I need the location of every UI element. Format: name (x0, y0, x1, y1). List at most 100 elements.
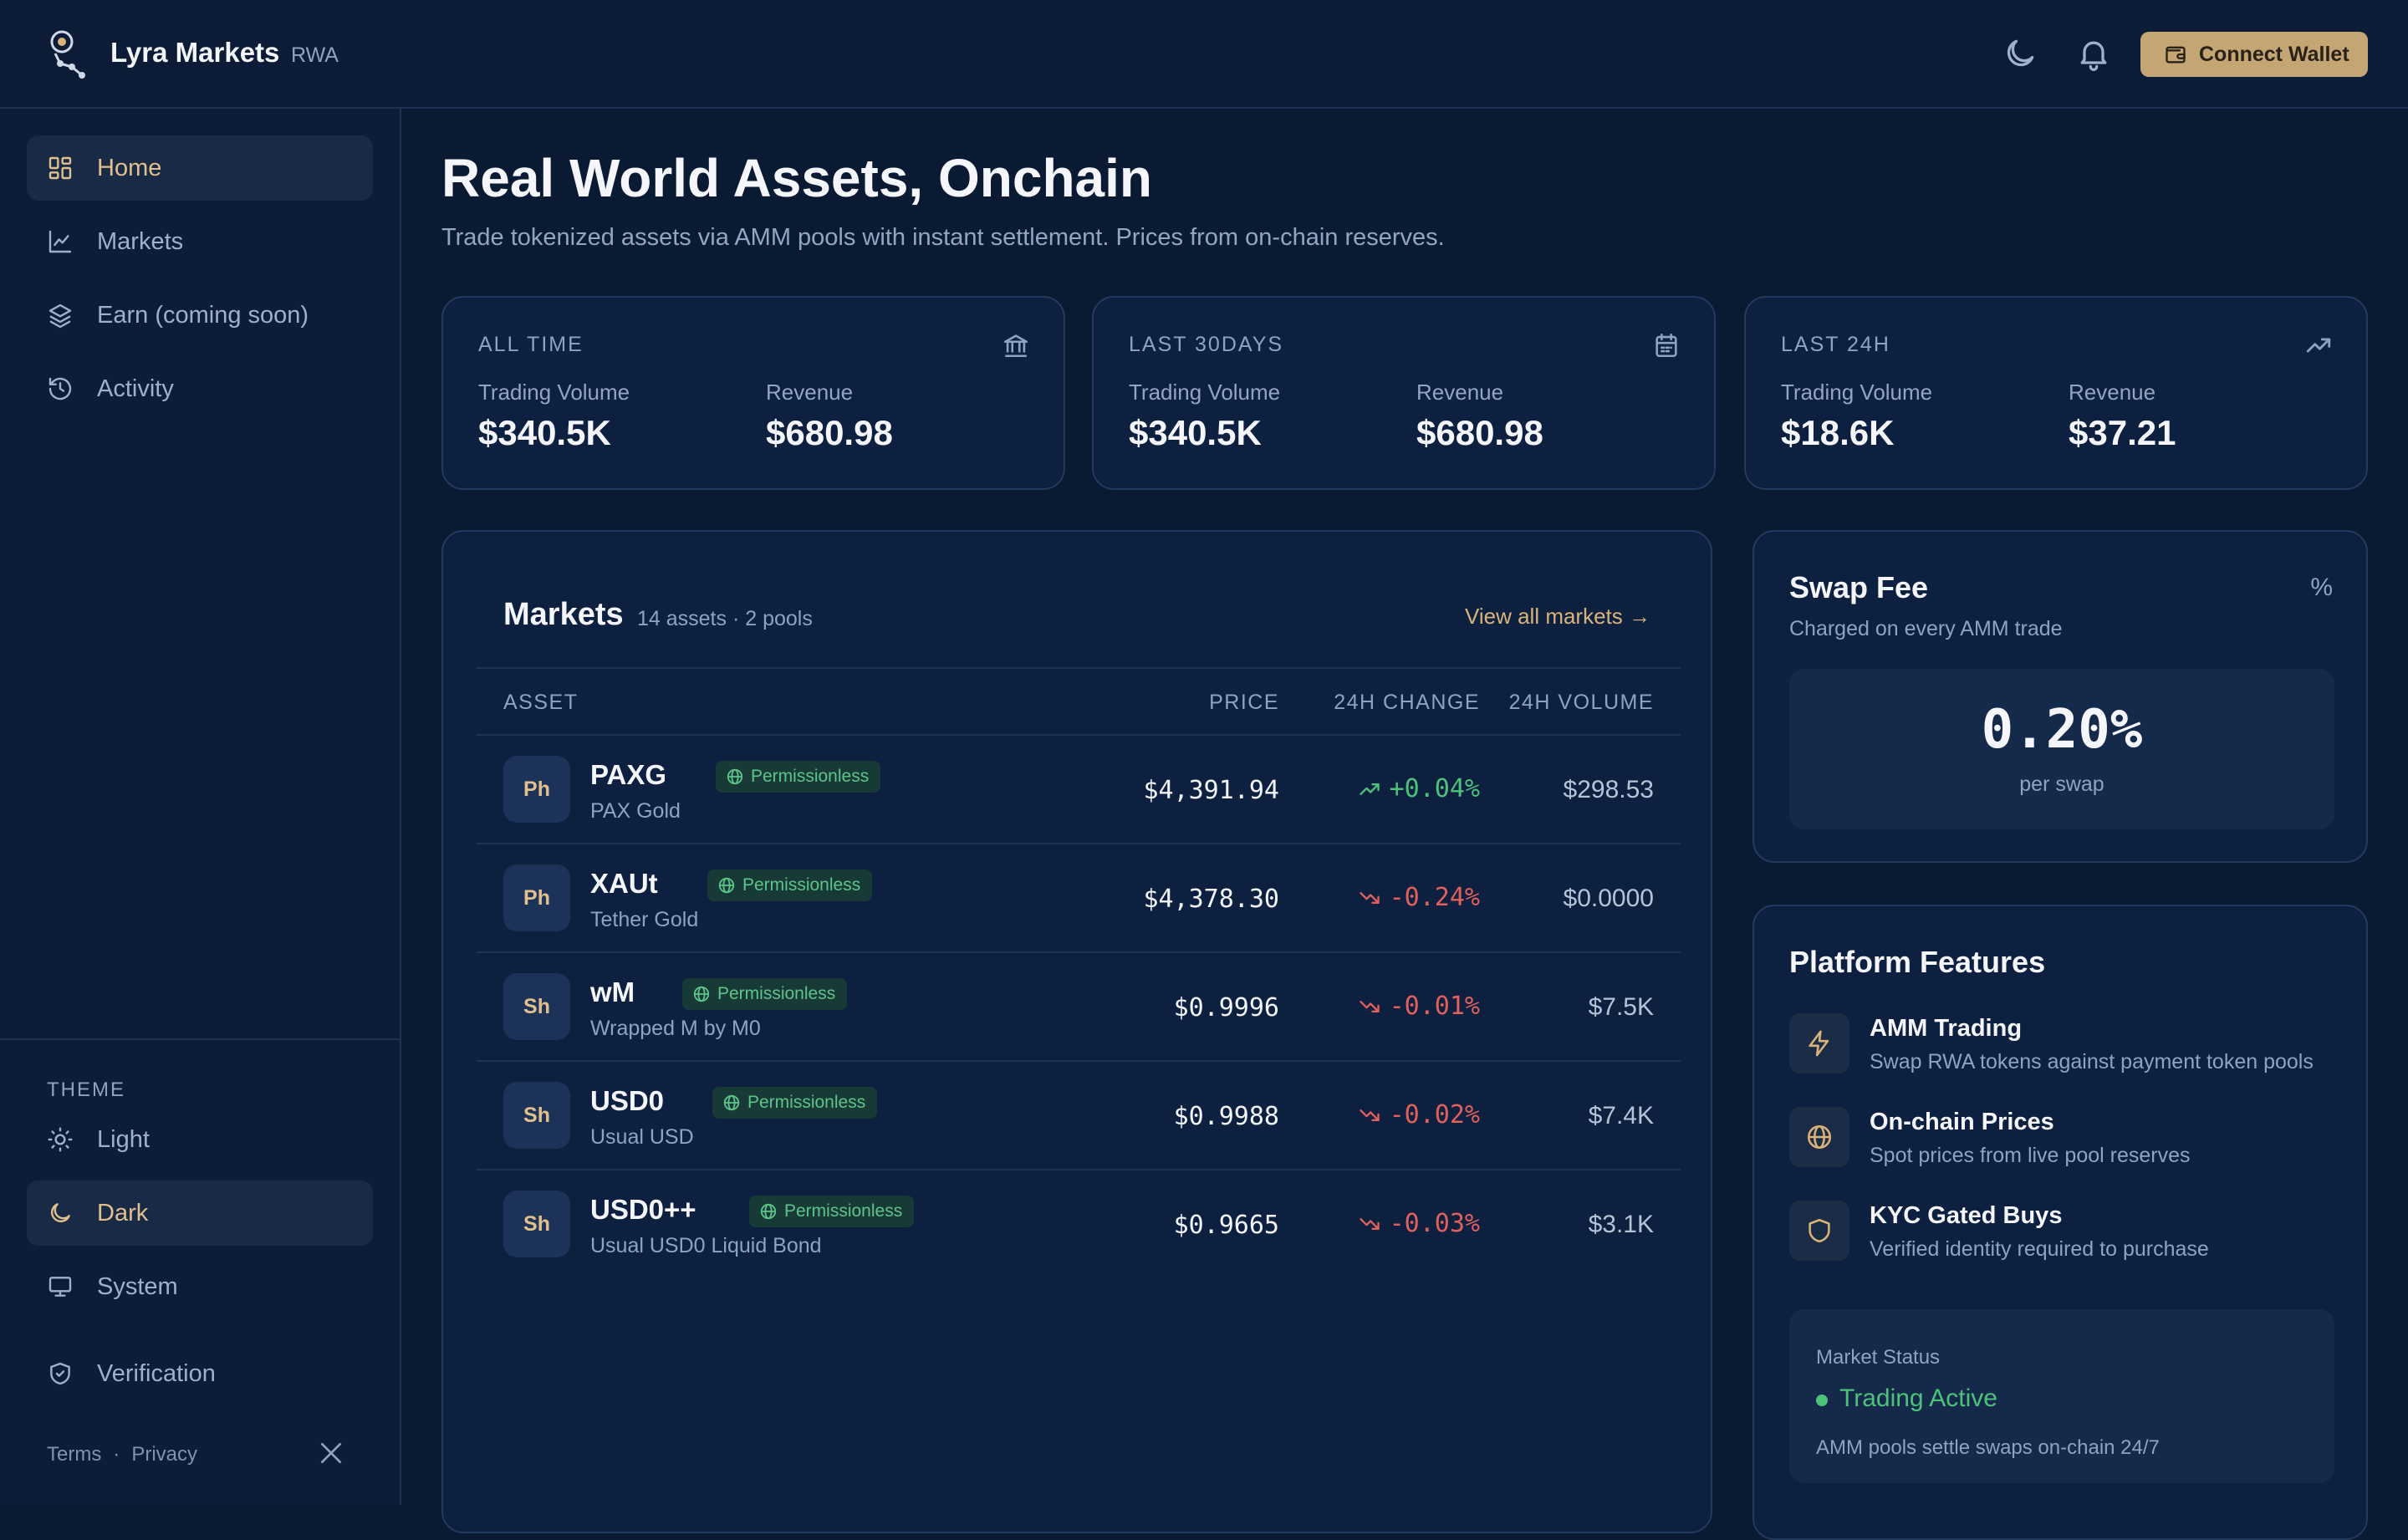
theme-option-system[interactable]: System (27, 1254, 373, 1319)
asset-volume: $7.5K (1588, 993, 1654, 1021)
globe-icon (718, 877, 735, 894)
grid-icon (48, 156, 72, 180)
monitor-icon (48, 1277, 72, 1297)
asset-name: Tether Gold (590, 908, 699, 931)
platform-features-card: Platform Features AMM Trading Swap RWA t… (1752, 905, 2368, 1540)
asset-change: -0.24% (1358, 883, 1480, 912)
stat-volume-value: $18.6K (1781, 413, 1895, 452)
globe-icon (727, 768, 743, 785)
feature-item: KYC Gated Buys Verified identity require… (1789, 1201, 2341, 1267)
sidebar-footer: Terms · Privacy (47, 1443, 197, 1466)
nav-item-markets[interactable]: Markets (27, 209, 373, 274)
nav-item-verification[interactable]: Verification (27, 1341, 373, 1406)
lightning-icon (1809, 1030, 1829, 1057)
asset-symbol: XAUt (590, 868, 658, 899)
x-twitter-icon[interactable] (318, 1440, 344, 1466)
asset-name: Usual USD0 Liquid Bond (590, 1234, 822, 1257)
asset-price: $0.9988 (1173, 1102, 1279, 1131)
asset-volume: $3.1K (1588, 1211, 1654, 1238)
nav-label: Activity (97, 375, 174, 402)
percent-icon: % (2310, 574, 2333, 601)
theme-option-light[interactable]: Light (27, 1107, 373, 1172)
market-status-value: Trading Active (1839, 1384, 1997, 1412)
nav-label: Home (97, 154, 162, 181)
stat-revenue-label: Revenue (766, 380, 854, 405)
view-all-markets-link[interactable]: View all markets → (1464, 604, 1650, 629)
page-title: Real World Assets, Onchain (441, 148, 1152, 208)
theme-label: THEME (47, 1079, 125, 1101)
permissionless-badge: Permissionless (749, 1196, 915, 1227)
table-row[interactable]: Ph XAUt Permissionless Tether Gold $4,378.30… (477, 844, 1681, 953)
badge-label: Permissionless (751, 767, 870, 786)
asset-price: $4,391.94 (1143, 776, 1279, 805)
table-row[interactable]: Ph PAXG Permissionless PAX Gold $4,391.94 +0.… (477, 736, 1681, 844)
table-row[interactable]: Sh USD0++ Permissionless Usual USD0 Liquid … (477, 1170, 1681, 1279)
connect-wallet-label: Connect Wallet (2199, 42, 2349, 66)
markets-card: Markets 14 assets · 2 pools View all mar… (441, 530, 1712, 1533)
stat-volume-label: Trading Volume (1129, 380, 1281, 405)
swap-fee-box: 0.20% per swap (1789, 669, 2334, 829)
terms-link[interactable]: Terms (47, 1443, 102, 1466)
moon-icon[interactable] (2002, 35, 2038, 72)
trending-down-icon (1359, 1000, 1380, 1012)
moon-icon (51, 1203, 70, 1222)
table-row[interactable]: Sh USD0 Permissionless Usual USD $0.9988 -0.0… (477, 1062, 1681, 1170)
asset-name: Wrapped M by M0 (590, 1017, 761, 1040)
asset-symbol: USD0 (590, 1085, 665, 1116)
table-row[interactable]: Sh wM Permissionless Wrapped M by M0 $0.9996… (477, 953, 1681, 1062)
market-status-label: Market Status (1816, 1346, 1941, 1369)
nav-label: Earn (coming soon) (97, 301, 309, 329)
markets-subtitle: 14 assets · 2 pools (637, 607, 813, 630)
trending-up-icon (2306, 338, 2331, 353)
stat-period: LAST 30DAYS (1129, 333, 1284, 356)
trending-up-icon (1359, 783, 1380, 795)
stat-card-24h: LAST 24H Trading Volume $18.6K Revenue $… (1744, 296, 2368, 490)
nav-item-home[interactable]: Home (27, 135, 373, 201)
permissionless-badge: Permissionless (682, 978, 848, 1010)
feature-name: KYC Gated Buys (1870, 1202, 2063, 1229)
status-dot-icon (1816, 1395, 1828, 1406)
market-status-desc: AMM pools settle swaps on-chain 24/7 (1816, 1436, 2160, 1459)
asset-volume: $0.0000 (1563, 885, 1654, 912)
connect-wallet-button[interactable]: Connect Wallet (2140, 32, 2368, 77)
asset-price: $0.9665 (1173, 1211, 1279, 1240)
asset-avatar: Sh (503, 1082, 570, 1149)
change-value: +0.04% (1389, 774, 1480, 803)
stat-revenue-label: Revenue (2069, 380, 2156, 405)
calendar-icon (1656, 333, 1677, 358)
feature-item: On-chain Prices Spot prices from live po… (1789, 1107, 2341, 1174)
swap-fee-unit: per swap (2019, 773, 2104, 796)
feature-desc: Verified identity required to purchase (1870, 1237, 2209, 1261)
nav-label: Markets (97, 227, 184, 255)
change-value: -0.01% (1389, 992, 1480, 1021)
asset-volume: $298.53 (1563, 776, 1654, 803)
bell-icon[interactable] (2075, 35, 2112, 72)
asset-change: -0.01% (1358, 992, 1480, 1021)
stat-revenue-value: $37.21 (2069, 413, 2176, 452)
theme-option-dark[interactable]: Dark (27, 1180, 373, 1246)
asset-price: $4,378.30 (1143, 885, 1279, 914)
permissionless-badge: Permissionless (716, 761, 881, 793)
col-price: PRICE (1209, 691, 1279, 714)
brand-tag: RWA (291, 43, 339, 67)
feature-desc: Spot prices from live pool reserves (1870, 1144, 2191, 1167)
feature-name: On-chain Prices (1870, 1109, 2054, 1135)
col-volume: 24H VOLUME (1508, 691, 1654, 714)
wallet-icon (2166, 46, 2186, 64)
asset-change: +0.04% (1358, 774, 1480, 803)
asset-price: $0.9996 (1173, 993, 1279, 1022)
theme-option-label: System (97, 1272, 178, 1300)
trending-down-icon (1359, 1217, 1380, 1230)
footer-separator: · (113, 1443, 120, 1466)
features-title: Platform Features (1789, 945, 2046, 979)
feature-name: AMM Trading (1870, 1015, 2023, 1042)
sun-icon (48, 1127, 73, 1152)
nav-item-earn[interactable]: Earn (coming soon) (27, 283, 373, 348)
asset-volume: $7.4K (1588, 1102, 1654, 1130)
nav-item-activity[interactable]: Activity (27, 356, 373, 421)
badge-label: Permissionless (742, 875, 861, 895)
change-value: -0.02% (1389, 1100, 1480, 1130)
privacy-link[interactable]: Privacy (131, 1443, 198, 1466)
asset-name: Usual USD (590, 1125, 694, 1149)
brand-name[interactable]: Lyra Markets (110, 37, 280, 68)
